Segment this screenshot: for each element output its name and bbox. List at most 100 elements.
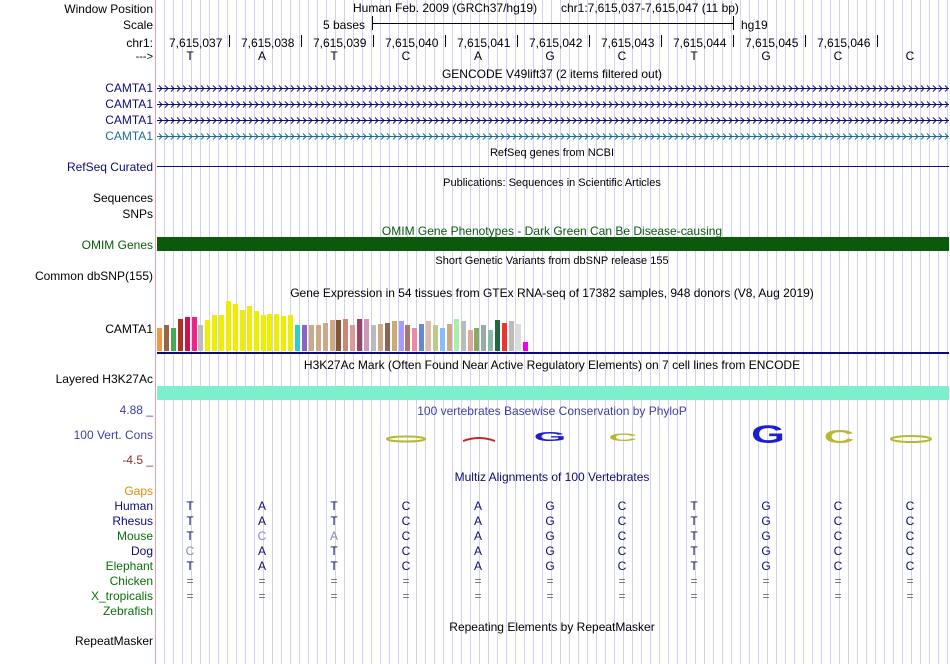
h3k27ac-label[interactable]: Layered H3K27Ac: [55, 372, 153, 386]
gtex-tissue-bar[interactable]: [515, 324, 521, 351]
aligned-base: G: [545, 559, 555, 573]
gtex-tissue-bar[interactable]: [439, 328, 445, 351]
gtex-tissue-bar[interactable]: [246, 306, 252, 351]
repeatmasker-label[interactable]: RepeatMasker: [74, 634, 153, 648]
gtex-tissue-bar[interactable]: [370, 325, 376, 351]
reference-base[interactable]: A: [473, 49, 483, 63]
reference-base[interactable]: C: [617, 49, 627, 63]
gtex-tissue-bar[interactable]: [157, 328, 162, 351]
gtex-tissue-bar[interactable]: [502, 323, 507, 351]
species-label[interactable]: Dog: [130, 544, 153, 558]
reference-base[interactable]: C: [833, 49, 843, 63]
species-label[interactable]: Chicken: [109, 574, 153, 588]
gtex-label[interactable]: CAMTA1: [105, 322, 153, 336]
reference-base[interactable]: G: [761, 49, 771, 63]
dbsnp-label[interactable]: Common dbSNP(155): [34, 269, 153, 283]
reference-base[interactable]: T: [186, 49, 194, 63]
reference-base[interactable]: G: [545, 49, 555, 63]
gtex-tissue-bar[interactable]: [232, 304, 238, 351]
gene-label-camta1[interactable]: CAMTA1: [105, 97, 153, 111]
gene-label-camta1[interactable]: CAMTA1: [105, 129, 153, 143]
gtex-tissue-bar[interactable]: [253, 311, 259, 351]
species-label[interactable]: Zebrafish: [102, 604, 153, 618]
gene-model-arrow-line[interactable]: [157, 100, 949, 109]
h3k27ac-bar[interactable]: [157, 386, 949, 400]
reference-base[interactable]: A: [257, 49, 267, 63]
grid-line: [587, 0, 588, 664]
gtex-tissue-bar[interactable]: [212, 315, 218, 351]
gtex-tissue-bar[interactable]: [260, 315, 266, 351]
gtex-tissue-bar[interactable]: [488, 330, 494, 351]
gtex-tissue-bar[interactable]: [495, 320, 501, 351]
gene-model-arrow-line[interactable]: [157, 116, 949, 125]
gtex-tissue-bar[interactable]: [343, 319, 349, 351]
gene-model-arrow-line[interactable]: [157, 84, 949, 93]
gtex-tissue-bar[interactable]: [301, 325, 307, 351]
gtex-tissue-bar[interactable]: [350, 325, 356, 351]
species-label[interactable]: Human: [114, 499, 153, 513]
phylop-label[interactable]: 100 Vert. Cons: [73, 428, 153, 442]
gtex-tissue-bar[interactable]: [170, 328, 176, 351]
gtex-tissue-bar[interactable]: [426, 321, 432, 351]
gtex-tissue-bar[interactable]: [364, 319, 369, 351]
gtex-tissue-bar[interactable]: [226, 301, 231, 351]
gtex-tissue-bar[interactable]: [308, 325, 314, 351]
publications-label-line1[interactable]: Sequences: [92, 191, 153, 205]
omim-label[interactable]: OMIM Genes: [81, 238, 153, 252]
species-label[interactable]: X_tropicalis: [90, 589, 153, 603]
gtex-tissue-bar[interactable]: [239, 310, 245, 351]
gtex-tissue-bar[interactable]: [336, 320, 342, 351]
reference-base[interactable]: C: [905, 49, 915, 63]
gtex-tissue-bar[interactable]: [357, 319, 363, 351]
gtex-tissue-bar[interactable]: [522, 342, 528, 351]
gtex-tissue-bar[interactable]: [460, 321, 466, 351]
gtex-tissue-bar[interactable]: [405, 325, 411, 351]
gtex-tissue-bar[interactable]: [453, 319, 459, 351]
gtex-tissue-bar[interactable]: [398, 321, 404, 351]
gtex-tissue-bar[interactable]: [315, 325, 321, 351]
gtex-tissue-bar[interactable]: [508, 321, 514, 351]
phylop-logo[interactable]: G C G C: [157, 415, 949, 455]
gtex-tissue-bar[interactable]: [322, 323, 328, 351]
species-label[interactable]: Rhesus: [112, 514, 153, 528]
gtex-tissue-bar[interactable]: [467, 330, 473, 351]
gene-model-arrow-line[interactable]: [157, 132, 949, 141]
gtex-tissue-bar[interactable]: [184, 317, 190, 351]
gtex-tissue-bar[interactable]: [377, 324, 383, 351]
gtex-tissue-bar[interactable]: [198, 325, 204, 351]
reference-base[interactable]: T: [690, 49, 698, 63]
gtex-tissue-bar[interactable]: [384, 323, 390, 351]
omim-bar[interactable]: [157, 237, 949, 251]
publications-label-line2[interactable]: SNPs: [122, 207, 153, 221]
gtex-tissue-bar[interactable]: [288, 315, 294, 351]
gtex-tissue-bar[interactable]: [191, 317, 197, 351]
species-label[interactable]: Elephant: [105, 559, 153, 573]
gtex-tissue-bar[interactable]: [474, 328, 480, 351]
gtex-tissue-bar[interactable]: [205, 320, 211, 351]
gtex-tissue-bar[interactable]: [446, 324, 452, 351]
refseq-label[interactable]: RefSeq Curated: [66, 160, 153, 174]
gtex-tissue-bar[interactable]: [219, 315, 225, 351]
gtex-tissue-bar[interactable]: [281, 316, 287, 351]
gtex-tissue-bar[interactable]: [391, 321, 397, 351]
gtex-tissue-bar[interactable]: [433, 325, 438, 351]
gtex-tissue-bar[interactable]: [419, 324, 425, 351]
reference-base[interactable]: T: [330, 49, 338, 63]
gtex-tissue-bar[interactable]: [274, 314, 280, 351]
omim-title: OMIM Gene Phenotypes - Dark Green Can Be…: [381, 224, 723, 238]
gtex-chart[interactable]: [157, 300, 537, 351]
gene-label-camta1[interactable]: CAMTA1: [105, 81, 153, 95]
gtex-tissue-bar[interactable]: [329, 320, 335, 351]
gtex-tissue-bar[interactable]: [295, 325, 300, 351]
species-label[interactable]: Mouse: [116, 529, 153, 543]
aligned-base: C: [833, 529, 843, 543]
gene-label-camta1[interactable]: CAMTA1: [105, 113, 153, 127]
gaps-label[interactable]: Gaps: [124, 484, 153, 498]
gtex-tissue-bar[interactable]: [412, 328, 418, 351]
gtex-tissue-bar[interactable]: [177, 319, 183, 351]
gtex-tissue-bar[interactable]: [481, 325, 487, 351]
reference-base[interactable]: C: [401, 49, 411, 63]
gtex-tissue-bar[interactable]: [163, 325, 169, 351]
refseq-line[interactable]: [157, 166, 949, 167]
gtex-tissue-bar[interactable]: [267, 314, 273, 351]
